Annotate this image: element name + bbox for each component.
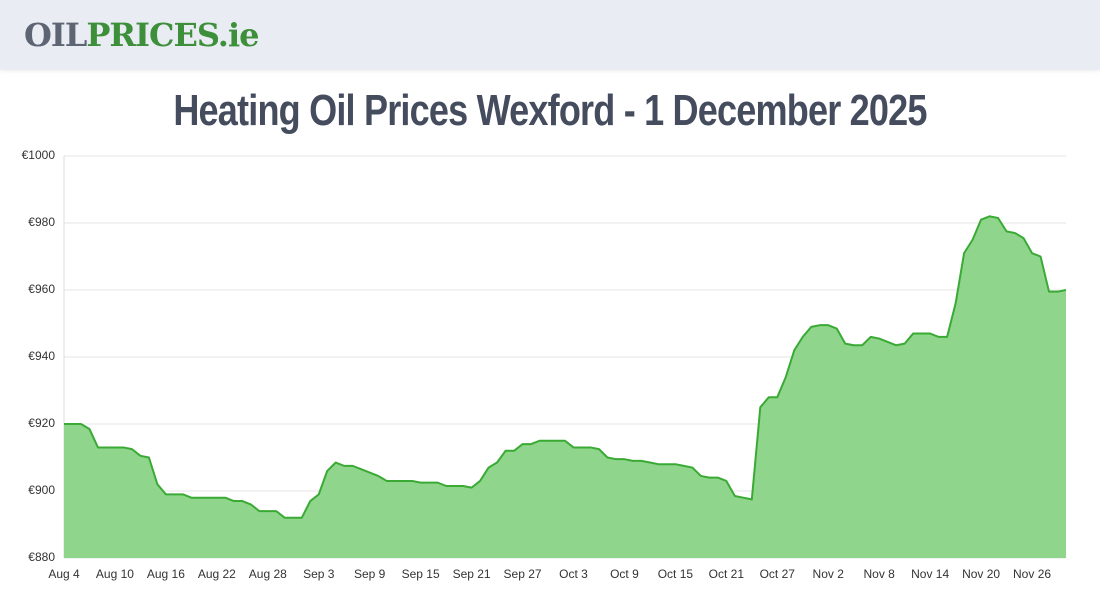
x-tick-label: Oct 27 — [760, 567, 796, 581]
header: OILPRICES.ie — [0, 0, 1100, 70]
area — [64, 216, 1066, 559]
logo-text: PRICES.ie — [86, 16, 259, 54]
y-tick-label: €1000 — [22, 148, 56, 162]
x-tick-label: Oct 15 — [658, 567, 694, 581]
x-tick-label: Oct 9 — [610, 567, 639, 581]
y-tick-label: €980 — [28, 215, 55, 229]
logo-text: OIL — [24, 16, 87, 54]
x-tick-label: Sep 9 — [354, 567, 386, 581]
y-tick-label: €920 — [28, 416, 55, 430]
x-tick-label: Aug 10 — [96, 567, 134, 581]
x-tick-label: Nov 20 — [962, 567, 1000, 581]
x-tick-label: Sep 21 — [453, 567, 491, 581]
chart-title: Heating Oil Prices Wexford - 1 December … — [173, 86, 927, 135]
logo[interactable]: OILPRICES.ie — [24, 16, 259, 54]
x-tick-label: Nov 8 — [864, 567, 896, 581]
x-tick-label: Sep 3 — [303, 567, 335, 581]
line — [64, 215, 1067, 519]
y-tick-label: €960 — [28, 282, 55, 296]
y-tick-label: €940 — [28, 349, 55, 363]
x-tick-label: Aug 16 — [147, 567, 185, 581]
x-tick-label: Aug 22 — [198, 567, 236, 581]
y-tick-label: €880 — [28, 550, 55, 564]
y-tick-label: €900 — [28, 483, 55, 497]
x-tick-label: Oct 21 — [709, 567, 745, 581]
x-tick-label: Nov 2 — [813, 567, 845, 581]
x-tick-label: Nov 14 — [911, 567, 949, 581]
x-tick-label: Aug 4 — [48, 567, 80, 581]
x-tick-label: Nov 26 — [1013, 567, 1051, 581]
x-tick-label: Sep 15 — [402, 567, 440, 581]
x-tick-label: Aug 28 — [249, 567, 287, 581]
x-tick-label: Sep 27 — [504, 567, 542, 581]
x-tick-label: Oct 3 — [559, 567, 588, 581]
